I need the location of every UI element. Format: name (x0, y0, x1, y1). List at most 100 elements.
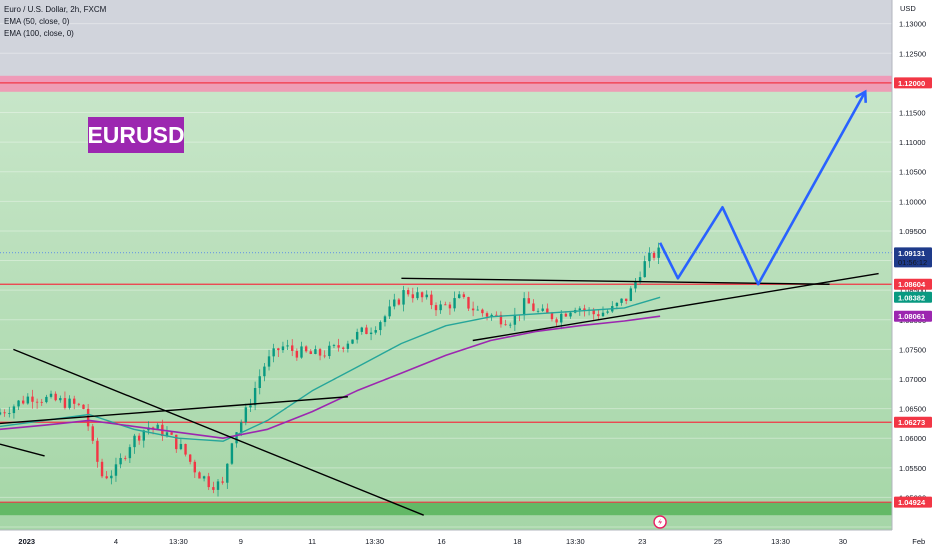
candle-body (504, 324, 507, 326)
plot-background-upper (0, 0, 892, 83)
y-tick-label: 1.07000 (899, 375, 926, 384)
candle-body (156, 424, 159, 429)
candle-body (453, 298, 456, 309)
trendline-4 (472, 272, 879, 342)
candle-body (295, 350, 299, 358)
price-tag-countdown: 01:56:12 (898, 258, 927, 267)
candle-body (634, 281, 637, 289)
candle-body (430, 294, 433, 306)
candle-body (137, 435, 141, 441)
candle-body (374, 330, 377, 333)
x-tick-label: 13:30 (771, 537, 790, 546)
candle-body (216, 481, 220, 490)
candle-body (444, 304, 447, 306)
price-tag-label: 1.08382 (898, 293, 925, 302)
candle-body (388, 306, 391, 317)
candle-body (624, 298, 628, 301)
price-tag: 1.08061 (894, 310, 932, 322)
event-marker-icon (653, 515, 667, 529)
candle-body (346, 343, 350, 349)
y-tick-label: 1.06500 (899, 405, 926, 414)
candle-body (379, 322, 382, 331)
candle-body (253, 388, 257, 406)
candle-body (40, 401, 43, 403)
candle-body (300, 346, 303, 358)
y-tick-label: 1.10000 (899, 197, 926, 206)
ema50-line (0, 296, 661, 442)
price-tag-label: 1.12000 (898, 79, 925, 88)
candle-body (360, 327, 363, 332)
candle-body (239, 422, 243, 433)
candle-body (31, 396, 34, 402)
candle-body (277, 348, 280, 351)
candle-body (170, 432, 173, 435)
candle-body (77, 403, 81, 405)
price-tag-label: 1.08604 (898, 280, 926, 289)
candle-body (509, 324, 512, 326)
candle-body (411, 294, 415, 299)
candle-body (314, 349, 317, 354)
price-tag-box (894, 310, 932, 322)
candle-body (555, 319, 558, 323)
x-tick-label: 16 (437, 537, 445, 546)
candle-body (318, 349, 322, 356)
y-tick-label: 1.06000 (899, 434, 926, 443)
candle-body (323, 355, 326, 357)
candle-body (620, 298, 623, 303)
price-tag-label: 1.09131 (898, 249, 925, 258)
candle-body (652, 252, 656, 258)
candle-body (0, 412, 2, 415)
candle-body (615, 302, 619, 307)
candle-body (128, 447, 132, 459)
candle-body (221, 481, 224, 483)
x-tick-label: 13:30 (169, 537, 188, 546)
candle-body (601, 312, 605, 317)
candle-body (8, 413, 11, 414)
candle-body (267, 356, 271, 367)
candle-body (119, 457, 122, 465)
candle-body (369, 332, 373, 335)
trendline-2 (0, 443, 45, 457)
candle-body (100, 461, 104, 477)
y-tick-label: 1.08500 (899, 286, 926, 295)
candle-body (73, 398, 76, 404)
x-tick-label: 4 (114, 537, 118, 546)
candle-body (550, 312, 554, 320)
candle-body (657, 247, 660, 258)
y-tick-label: 1.13000 (899, 20, 926, 29)
legend-ema100: EMA (100, close, 0) (4, 29, 74, 38)
x-tick-label: 11 (308, 537, 316, 546)
candle-body (337, 345, 340, 348)
candle-body (439, 304, 442, 311)
price-tag: 1.08382 (894, 291, 932, 303)
candle-body (532, 303, 535, 311)
price-tag: 1.12000 (894, 77, 932, 89)
candle-body (249, 405, 252, 408)
x-tick-label: Feb (912, 537, 925, 546)
candle-body (648, 252, 651, 262)
symbol-label: EURUSD (87, 117, 185, 153)
candle-body (49, 393, 53, 397)
candle-body (3, 412, 6, 414)
candle-body (226, 463, 229, 483)
candle-body (212, 487, 215, 490)
candle-body (188, 454, 192, 462)
candle-body (397, 299, 401, 305)
candle-body (597, 314, 600, 317)
projection-path (658, 91, 867, 286)
candle-body (406, 290, 410, 295)
y-tick-label: 1.12500 (899, 49, 926, 58)
x-tick-label: 9 (239, 537, 243, 546)
candle-body (12, 406, 16, 414)
candle-body (133, 435, 136, 448)
candle-body (416, 292, 419, 299)
candle-body (179, 443, 183, 450)
candle-body (471, 308, 475, 311)
candle-body (258, 376, 261, 389)
y-tick-label: 1.05500 (899, 464, 926, 473)
candle-body (207, 476, 210, 488)
candle-body (355, 331, 359, 340)
